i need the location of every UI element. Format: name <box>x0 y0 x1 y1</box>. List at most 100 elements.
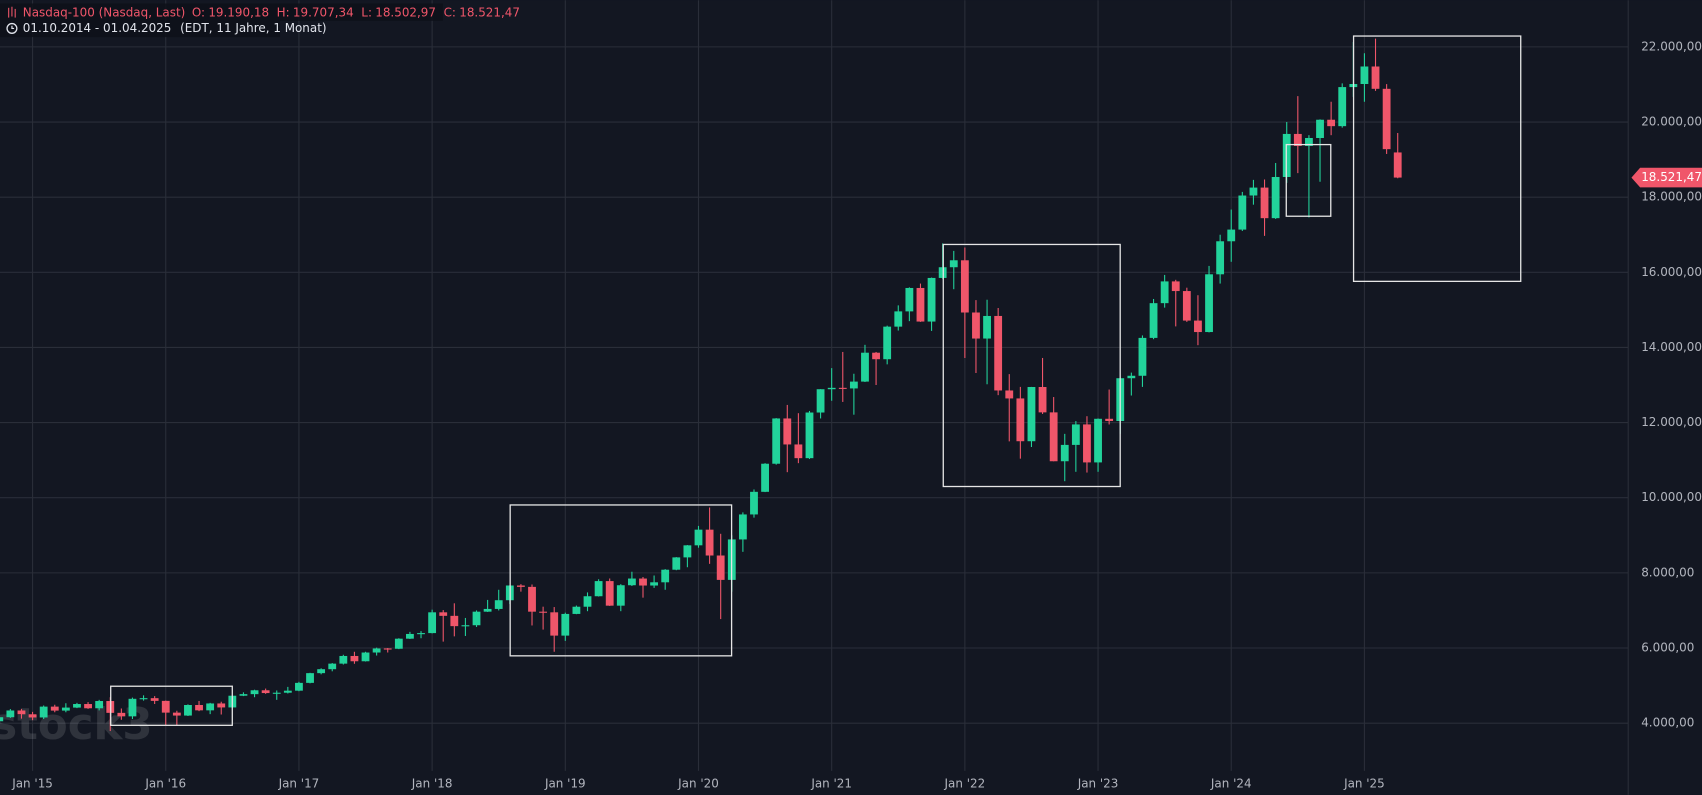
candle-body <box>317 669 326 674</box>
candle-body <box>73 704 81 708</box>
range-meta: (EDT, 11 Jahre, 1 Monat) <box>180 21 326 35</box>
annotation-boxes <box>110 35 1522 726</box>
candle-body <box>195 705 203 711</box>
candle-body <box>95 701 104 709</box>
candle-body <box>1171 281 1180 292</box>
candle-body <box>750 491 758 515</box>
axes: 4.000,00 6.000,00 8.000,00 10.000,00 12.000,… <box>11 39 1702 790</box>
candle-body <box>761 463 769 492</box>
x-tick-label: Jan '16 <box>144 776 186 790</box>
candle-body <box>861 352 869 382</box>
date-range: 01.10.2014 - 01.04.2025 <box>23 21 172 35</box>
candle-body <box>650 582 659 586</box>
candle-body <box>472 611 481 626</box>
candle-body <box>1194 320 1202 333</box>
x-tick-label: Jan '24 <box>1210 776 1252 790</box>
candle-body <box>805 412 814 459</box>
candle-body <box>1249 187 1258 196</box>
candle-body <box>1138 337 1147 376</box>
candle-body <box>639 578 647 586</box>
candle-body <box>1060 444 1069 462</box>
x-tick-label: Jan '20 <box>677 776 719 790</box>
candle-body <box>1049 412 1058 462</box>
candle-body <box>1260 187 1269 219</box>
candle-body <box>339 655 348 664</box>
candle-body <box>0 717 4 722</box>
ohlc-label: C: <box>444 6 456 20</box>
annotation-box <box>509 504 733 657</box>
candle-body <box>1316 119 1324 138</box>
annotation-box <box>1285 143 1332 217</box>
candle-body <box>128 698 137 717</box>
candle-body <box>983 315 991 339</box>
candle-body <box>960 260 969 313</box>
candle-body <box>994 315 1003 391</box>
x-tick-label: Jan '22 <box>944 776 986 790</box>
header-background <box>0 3 443 21</box>
candle-body <box>1360 66 1369 85</box>
candle-body <box>694 529 703 546</box>
candle-body <box>1016 398 1025 442</box>
candle-body <box>705 529 714 556</box>
candle-body <box>461 625 470 627</box>
candle-body <box>716 555 725 580</box>
y-tick-label: 14.000,00 <box>1641 340 1702 354</box>
candle-body <box>439 612 448 616</box>
ohlc-value: 18.502,97 <box>375 6 436 20</box>
x-tick-label: Jan '23 <box>1077 776 1119 790</box>
candle-body <box>1182 291 1191 321</box>
candle-body <box>683 545 692 558</box>
candle-body <box>738 514 747 540</box>
candle-body <box>1160 281 1169 304</box>
candle-body <box>1216 241 1225 275</box>
candle-body <box>450 615 459 627</box>
x-tick-label: Jan '17 <box>278 776 320 790</box>
candle-body <box>550 612 559 636</box>
candle-body <box>517 585 525 587</box>
candle-body <box>306 673 314 683</box>
ohlc-value: 19.190,18 <box>208 6 269 20</box>
candle-body <box>483 608 492 612</box>
x-tick-label: Jan '18 <box>411 776 453 790</box>
candle-body <box>328 663 337 670</box>
header: Nasdaq-100 (Nasdaq, Last) O: 19.190,18 H: 19… <box>0 3 520 38</box>
candle-body <box>295 682 303 691</box>
candle-body <box>1238 195 1247 230</box>
candle-body <box>794 444 803 459</box>
candle-body <box>28 714 37 718</box>
candle-body <box>883 326 892 360</box>
candle-body <box>972 312 980 339</box>
candle-body <box>1227 229 1236 242</box>
candle-body <box>417 633 425 635</box>
y-tick-label: 12.000,00 <box>1641 415 1702 429</box>
candle-body <box>561 613 570 636</box>
annotation-box <box>942 243 1121 488</box>
candle-body <box>1305 137 1313 146</box>
candle-body <box>39 706 48 718</box>
last-price-tag <box>1631 167 1702 188</box>
candle-body <box>627 578 636 586</box>
candle-body <box>916 287 925 322</box>
annotation-box <box>110 685 233 726</box>
last-price-label: 18.521,47 <box>1641 170 1702 184</box>
header-background <box>0 20 281 38</box>
annotation-box <box>1352 35 1522 283</box>
candle-body <box>1393 152 1402 178</box>
candle-body <box>1371 66 1380 89</box>
candle-body <box>827 387 836 390</box>
candle-body <box>61 707 70 711</box>
candle-body <box>1271 176 1280 219</box>
grid <box>0 0 1629 771</box>
candle-body <box>1127 375 1136 379</box>
candle-body <box>272 692 281 694</box>
candle-body <box>494 600 503 609</box>
candle-body <box>161 700 170 713</box>
candle-body <box>139 698 148 700</box>
candle-body <box>528 586 536 612</box>
instrument-icon <box>8 6 16 18</box>
ohlc-label: L: <box>361 6 372 20</box>
candle-body <box>783 418 792 445</box>
candle-body <box>350 655 359 662</box>
candle-body <box>383 648 392 650</box>
